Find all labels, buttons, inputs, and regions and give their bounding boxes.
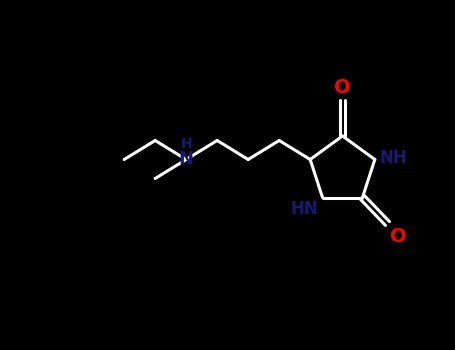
Text: H: H <box>180 137 192 151</box>
Text: O: O <box>334 78 351 97</box>
Text: NH: NH <box>380 149 408 168</box>
Text: HN: HN <box>291 200 318 218</box>
Text: O: O <box>390 226 407 245</box>
Text: N: N <box>179 150 194 168</box>
